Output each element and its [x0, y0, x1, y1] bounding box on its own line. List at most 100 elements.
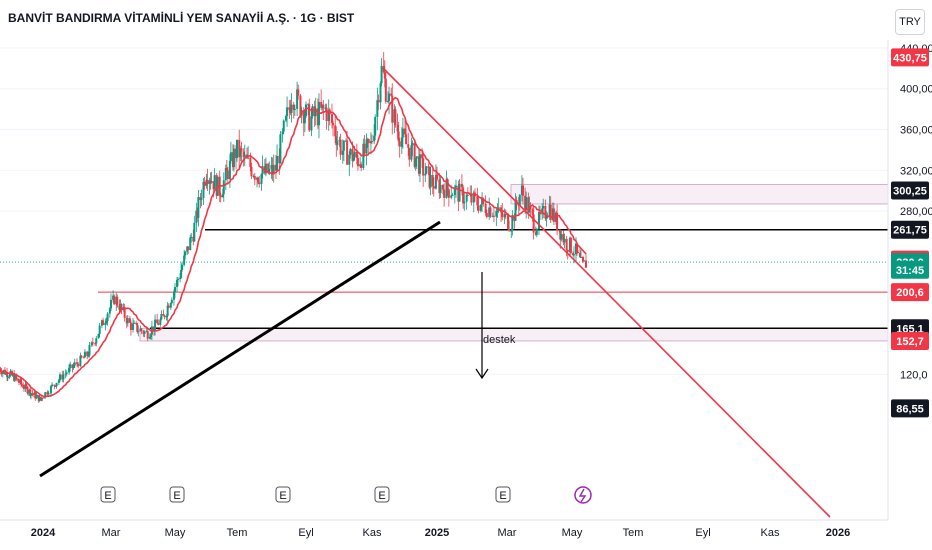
- candle-body: [438, 179, 441, 194]
- candle-body: [190, 237, 193, 239]
- candle-body: [297, 89, 300, 96]
- candle-body: [349, 148, 352, 155]
- candle-body: [239, 148, 242, 158]
- candle-body: [271, 164, 274, 175]
- candle-body: [115, 296, 118, 305]
- candle-body: [374, 116, 377, 136]
- price-badge-bg: [891, 181, 929, 200]
- candle-body: [47, 393, 50, 395]
- candle-body: [393, 109, 396, 123]
- candle-body: [135, 322, 138, 324]
- y-tick-label: 400,00: [900, 84, 932, 96]
- candle-body: [228, 160, 231, 180]
- candle-body: [206, 179, 209, 184]
- candle-body: [132, 323, 135, 330]
- price-badge: 430,75: [891, 48, 929, 67]
- candle-body: [345, 140, 348, 142]
- candle-body: [113, 295, 116, 305]
- candle-body: [290, 104, 293, 113]
- candle-body: [55, 382, 58, 387]
- candle-body: [112, 295, 115, 300]
- candle-body: [98, 325, 101, 334]
- candle-body: [279, 134, 282, 164]
- x-tick-label: Mar: [498, 527, 517, 539]
- candle-body: [167, 305, 170, 308]
- candle-body: [520, 185, 523, 195]
- candle-body: [120, 304, 123, 310]
- candle-body: [447, 189, 450, 198]
- lightning-icon: [574, 486, 592, 504]
- candle-body: [140, 328, 143, 332]
- candle-body: [88, 345, 91, 356]
- price-badge-label: 86,55: [896, 403, 924, 415]
- earnings-icon: [169, 486, 185, 503]
- earnings-marker[interactable]: E: [495, 486, 511, 503]
- candle-body: [108, 308, 111, 314]
- candle-body: [569, 237, 572, 253]
- candle-body: [579, 252, 581, 257]
- candle-body: [332, 122, 335, 126]
- candle-body: [53, 384, 56, 386]
- candle-body: [26, 386, 29, 394]
- price-badge-label: 300,25: [893, 185, 927, 197]
- candle-body: [18, 381, 21, 383]
- price-badge-bg: [891, 283, 929, 302]
- candle-body: [445, 179, 448, 198]
- price-badge-bg: [891, 220, 929, 239]
- candle-body: [470, 193, 473, 203]
- candle-body: [146, 331, 149, 339]
- candle-body: [338, 139, 341, 142]
- candle-body: [511, 215, 514, 231]
- candle-body: [86, 351, 89, 356]
- candle-body: [0, 372, 3, 375]
- candle-body: [427, 166, 430, 168]
- price-badge-bg: [891, 260, 929, 279]
- candle-body: [463, 201, 466, 204]
- candle-body: [320, 101, 323, 108]
- candle-body: [234, 148, 237, 159]
- candle-body: [391, 95, 394, 123]
- candle-body: [400, 137, 403, 147]
- candle-body: [335, 136, 338, 146]
- candle-body: [450, 195, 453, 198]
- candle-body: [231, 152, 234, 168]
- price-badge-label: 430,75: [893, 52, 927, 64]
- price-badge: 200,6: [891, 283, 929, 302]
- candle-body: [477, 205, 480, 211]
- earnings-marker[interactable]: E: [100, 486, 116, 503]
- candle-body: [422, 158, 425, 176]
- x-tick-label: May: [165, 527, 186, 539]
- candle-body: [64, 373, 67, 375]
- earnings-label: E: [173, 490, 180, 502]
- earnings-marker[interactable]: E: [374, 486, 390, 503]
- candle-body: [398, 141, 401, 147]
- candle-body: [192, 237, 195, 242]
- candle-body: [390, 93, 393, 96]
- candle-body: [232, 148, 235, 168]
- candle-body: [41, 398, 44, 400]
- candle-body: [401, 128, 404, 138]
- candle-body: [377, 100, 380, 103]
- candle-body: [388, 93, 391, 102]
- candle-body: [508, 228, 511, 231]
- candle-body: [181, 264, 184, 271]
- candle-body: [166, 305, 169, 316]
- candle-body: [225, 167, 228, 171]
- candle-body: [548, 204, 551, 216]
- earnings-marker[interactable]: E: [169, 486, 185, 503]
- candle-body: [414, 158, 417, 167]
- currency-button[interactable]: TRY: [895, 9, 925, 35]
- candle-body: [583, 260, 585, 262]
- candle-body: [278, 156, 281, 164]
- earnings-marker[interactable]: E: [275, 486, 291, 503]
- candle-body: [492, 215, 495, 217]
- candle-body: [524, 195, 527, 210]
- candle-body: [299, 95, 302, 116]
- candle-body: [396, 124, 399, 132]
- candle-body: [104, 322, 107, 326]
- candle-body: [371, 141, 373, 143]
- candle-body: [558, 229, 561, 231]
- event-marker[interactable]: [574, 486, 592, 504]
- support-annotation: destek: [483, 334, 516, 346]
